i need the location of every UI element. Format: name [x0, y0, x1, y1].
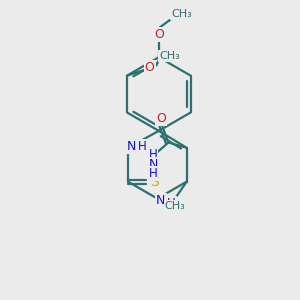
- Text: O: O: [145, 61, 154, 74]
- Text: CH₃: CH₃: [171, 9, 192, 19]
- Text: O: O: [156, 112, 166, 125]
- Text: H: H: [149, 167, 158, 180]
- Text: CH₃: CH₃: [164, 201, 185, 211]
- Text: N: N: [127, 140, 136, 153]
- Text: O: O: [154, 28, 164, 41]
- Text: N: N: [156, 194, 166, 207]
- Text: CH₃: CH₃: [159, 51, 180, 61]
- Text: S: S: [150, 175, 159, 189]
- Text: H: H: [149, 148, 158, 161]
- Text: N: N: [148, 158, 158, 171]
- Text: H: H: [137, 140, 146, 153]
- Text: H: H: [167, 197, 176, 210]
